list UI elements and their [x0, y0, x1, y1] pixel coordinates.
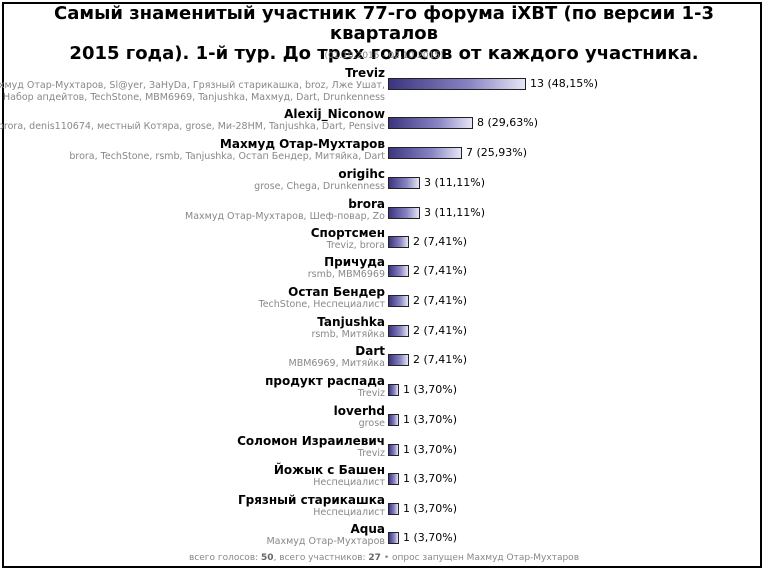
bar-value-label: 3 (11,11%) [424, 176, 486, 189]
bar-value-label: 2 (7,41%) [413, 264, 468, 277]
voters-list: grose [358, 418, 385, 429]
voters-list: Treviz [357, 448, 385, 459]
voters-list: Treviz [357, 388, 385, 399]
voters-list: Махмуд Отар-Мухтаров, Шеф-повар, Zo [185, 211, 385, 222]
bar [388, 295, 409, 307]
category-label: Грязный старикашка [237, 493, 385, 507]
bar [388, 473, 399, 485]
voters-list: Набор апдейтов, TechStone, MBM6969, Tanj… [3, 92, 385, 103]
voters-list: Treviz, brora [326, 240, 385, 251]
chart-row: Alexij_Niconow brora, denis110674, местны… [0, 107, 768, 137]
category-label: Спортсмен [310, 226, 385, 240]
chart-row: Dart MBM6969, Митяйка 2 (7,41%) [0, 344, 768, 374]
bar-value-label: 7 (25,93%) [466, 146, 528, 159]
chart-row: продукт распада Treviz 1 (3,70%) [0, 374, 768, 404]
votes-label: всего голосов: [188, 553, 259, 563]
chart-title: Самый знаменитый участник 77-го форума i… [0, 4, 768, 64]
chart-row: origihc grose, Chega, Drunkenness 3 (11,11… [0, 167, 768, 197]
category-label: brora [348, 197, 385, 211]
category-label: Treviz [345, 66, 385, 80]
bar [388, 236, 409, 248]
category-label: Йожык с Башен [273, 463, 385, 477]
category-label: Остап Бендер [288, 285, 385, 299]
bar-value-label: 2 (7,41%) [413, 294, 468, 307]
category-label: Соломон Израилевич [237, 434, 385, 448]
voters-list: brora, TechStone, rsmb, Tanjushka, Остап… [69, 151, 385, 162]
voters-list: Неспециалист [313, 507, 385, 518]
bar [388, 503, 399, 515]
chart-row: Махмуд Отар-Мухтаров brora, TechStone, rs… [0, 137, 768, 167]
bar [388, 117, 473, 129]
votes-value: 50 [261, 553, 274, 563]
bar-value-label: 1 (3,70%) [403, 443, 458, 456]
chart-row: Причуда rsmb, MBM6969 2 (7,41%) [0, 255, 768, 285]
voters-list: Махмуд Отар-Мухтаров, Sl@yer, ЗаНyDa, Гр… [0, 80, 385, 91]
voters-list: brora, denis110674, местный Котяра, gros… [0, 121, 385, 132]
voters-list: MBM6969, Митяйка [288, 358, 385, 369]
participants-label: всего участников: [279, 553, 366, 563]
category-label: Dart [355, 344, 385, 358]
category-label: Aqua [350, 522, 385, 536]
participants-value: 27 [368, 553, 381, 563]
chart-row: Aqua Махмуд Отар-Мухтаров 1 (3,70%) [0, 522, 768, 552]
bar [388, 207, 420, 219]
bar [388, 325, 409, 337]
bar-value-label: 1 (3,70%) [403, 531, 458, 544]
bar-value-label: 1 (3,70%) [403, 383, 458, 396]
voters-list: Махмуд Отар-Мухтаров [266, 536, 385, 547]
chart-row: Йожык с Башен Неспециалист 1 (3,70%) [0, 463, 768, 493]
bar-value-label: 2 (7,41%) [413, 235, 468, 248]
poll-started-text: • опрос запущен Махмуд Отар-Мухтаров [383, 553, 579, 563]
chart-row: loverhd grose 1 (3,70%) [0, 404, 768, 434]
category-label: Alexij_Niconow [284, 107, 385, 121]
bar [388, 177, 420, 189]
voters-list: TechStone, Неспециалист [258, 299, 385, 310]
chart-frame [2, 2, 762, 568]
poll-dates: (01.10.2015 - 02.10.2015) [324, 51, 444, 61]
chart-row: Спортсмен Treviz, brora 2 (7,41%) [0, 226, 768, 256]
bar-value-label: 3 (11,11%) [424, 206, 486, 219]
title-line-1: Самый знаменитый участник 77-го форума i… [54, 3, 714, 44]
category-label: продукт распада [265, 374, 385, 388]
bar-value-label: 13 (48,15%) [530, 77, 599, 90]
category-label: Причуда [324, 255, 385, 269]
chart-row: Tanjushka rsmb, Митяйка 2 (7,41%) [0, 315, 768, 345]
category-label: Tanjushka [317, 315, 385, 329]
bar [388, 414, 399, 426]
voters-list: Неспециалист [313, 477, 385, 488]
bar [388, 265, 409, 277]
bar [388, 354, 409, 366]
bar [388, 147, 462, 159]
chart-row: Соломон Израилевич Treviz 1 (3,70%) [0, 434, 768, 464]
category-label: loverhd [333, 404, 385, 418]
bar-value-label: 1 (3,70%) [403, 472, 458, 485]
bar [388, 78, 526, 90]
chart-row: brora Махмуд Отар-Мухтаров, Шеф-повар, Zo… [0, 197, 768, 227]
bar-value-label: 1 (3,70%) [403, 502, 458, 515]
voters-list: rsmb, Митяйка [311, 329, 385, 340]
category-label: origihc [338, 167, 385, 181]
category-label: Махмуд Отар-Мухтаров [219, 137, 385, 151]
bar [388, 532, 399, 544]
bar-value-label: 1 (3,70%) [403, 413, 458, 426]
title-line-2: 2015 года). 1-й тур. До трех голосов от … [69, 43, 699, 64]
bar [388, 384, 399, 396]
bar [388, 444, 399, 456]
chart-row: Грязный старикашка Неспециалист 1 (3,70%) [0, 493, 768, 523]
bar-value-label: 8 (29,63%) [477, 116, 539, 129]
chart-row: Treviz Махмуд Отар-Мухтаров, Sl@yer, ЗаНy… [0, 66, 768, 103]
poll-footer: всего голосов: 50, всего участников: 27 … [188, 553, 579, 563]
chart-row: Остап Бендер TechStone, Неспециалист 2 (7,… [0, 285, 768, 315]
voters-list: grose, Chega, Drunkenness [254, 181, 385, 192]
bar-value-label: 2 (7,41%) [413, 353, 468, 366]
voters-list: rsmb, MBM6969 [307, 269, 385, 280]
bar-value-label: 2 (7,41%) [413, 324, 468, 337]
